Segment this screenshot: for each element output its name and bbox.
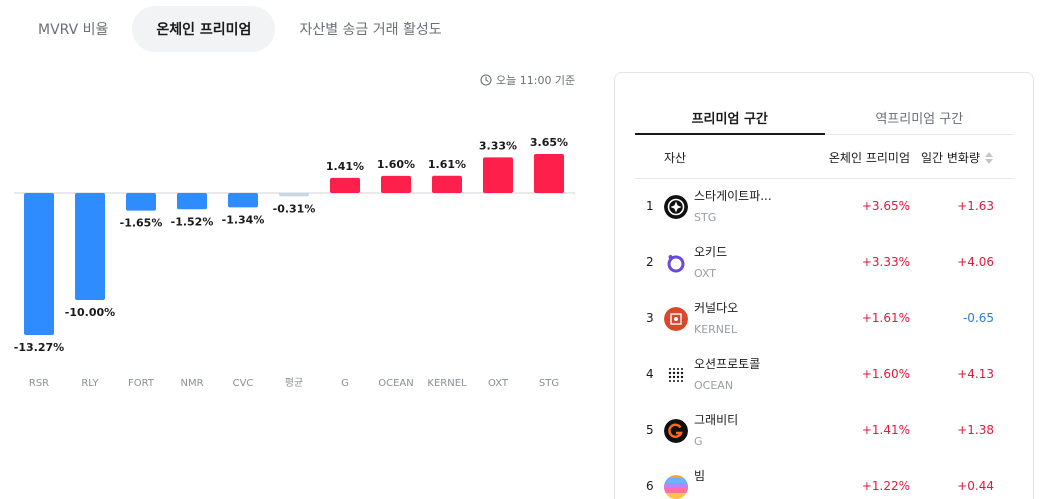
onchain-premium-value: +1.41% [861, 423, 910, 437]
timestamp: 오늘 11:00 기준 [480, 72, 575, 88]
asset-symbol: OXT [694, 267, 717, 280]
timestamp-text: 오늘 11:00 기준 [496, 74, 576, 87]
rank-number: 1 [646, 199, 654, 213]
x-tick-label: NMR [180, 378, 203, 389]
rank-number: 3 [646, 311, 654, 325]
header-daily-change[interactable]: 일간 변화량 [921, 149, 994, 166]
bar-data-label: -1.52% [171, 215, 214, 228]
sort-icon[interactable] [984, 150, 994, 166]
asset-symbol: OCEAN [694, 379, 734, 392]
table-row[interactable]: 3 커널다오 KERNEL +1.61% -0.65 [635, 291, 1014, 347]
asset-name: 커널다오 [694, 301, 739, 315]
table-row[interactable]: 5 그래비티 G +1.41% +1.38 [635, 403, 1014, 459]
tab-transfer-activity[interactable]: 자산별 송금 거래 활성도 [299, 22, 442, 38]
bar-data-label: -1.34% [222, 213, 265, 226]
daily-change-value: +1.63 [957, 199, 994, 213]
panel-tab-bar: 프리미엄 구간 역프리미엄 구간 [635, 101, 1014, 135]
x-tick-label: 평균 [285, 377, 303, 389]
chart-bar[interactable] [228, 193, 258, 208]
bar-data-label: -0.31% [273, 202, 316, 215]
x-tick-label: CVC [233, 378, 254, 389]
header-onchain-premium[interactable]: 온체인 프리미엄 [828, 151, 910, 165]
chart-bar[interactable] [381, 175, 411, 193]
premium-bar-chart: -13.27% RSR -10.00% RLY -1.65% FORT -1.52% NMR -… [14, 136, 575, 389]
x-tick-label: KERNEL [427, 378, 467, 389]
x-tick-label: G [341, 378, 349, 389]
bar-data-label: 1.41% [326, 160, 364, 173]
rank-number: 6 [646, 479, 654, 493]
clock-icon [480, 74, 492, 86]
bar-data-label: -1.65% [120, 217, 163, 230]
tab-onchain-premium[interactable]: 온체인 프리미엄 [132, 6, 276, 52]
daily-change-value: +0.44 [957, 479, 994, 493]
tab-reverse-premium-zone[interactable]: 역프리미엄 구간 [875, 112, 964, 127]
onchain-premium-value: +1.61% [861, 311, 910, 325]
x-tick-label: STG [539, 378, 559, 389]
table-row[interactable]: 4 오션프로토콜 OCEAN +1.60% +4.13 [635, 347, 1014, 403]
asset-name: 그래비티 [694, 413, 739, 427]
tab-premium-zone[interactable]: 프리미엄 구간 [635, 101, 825, 135]
bar-data-label: 1.60% [377, 158, 415, 171]
asset-symbol: STG [694, 211, 717, 224]
chart-bar[interactable] [279, 193, 309, 197]
rank-number: 5 [646, 423, 654, 437]
rank-number: 4 [646, 367, 654, 381]
ranking-panel: 프리미엄 구간 역프리미엄 구간 자산 온체인 프리미엄 일간 변화량 1 스타게… [614, 72, 1034, 499]
daily-change-value: +4.13 [957, 367, 994, 381]
chart-bar[interactable] [432, 175, 462, 193]
bar-data-label: 3.65% [530, 136, 568, 149]
asset-symbol: G [694, 435, 703, 448]
bar-data-label: 1.61% [428, 158, 466, 171]
chart-bar[interactable] [126, 193, 156, 211]
gravity-logo-icon [664, 419, 688, 443]
asset-name: 스타게이트파... [694, 189, 772, 203]
bar-data-label: -10.00% [65, 306, 115, 319]
rank-number: 2 [646, 255, 654, 269]
chart-bar[interactable] [483, 157, 513, 193]
header-asset: 자산 [664, 151, 687, 165]
orchid-logo-icon [664, 251, 688, 275]
table-row[interactable]: 2 오키드 OXT +3.33% +4.06 [635, 235, 1014, 291]
chart-bar[interactable] [534, 153, 564, 193]
stargate-logo-icon [664, 195, 688, 219]
ranking-list: 1 스타게이트파... STG +3.65% +1.63 2 오키드 OXT +3.33% +4.… [635, 179, 1014, 499]
chart-bar[interactable] [24, 193, 54, 335]
onchain-premium-value: +3.65% [861, 199, 910, 213]
tab-mvrv-ratio[interactable]: MVRV 비율 [38, 22, 109, 38]
table-row[interactable]: 6 빔 +1.22% +0.44 [635, 459, 1014, 499]
ocean-logo-icon [664, 363, 688, 387]
daily-change-value: +4.06 [957, 255, 994, 269]
daily-change-value: +1.38 [957, 423, 994, 437]
table-header: 자산 온체인 프리미엄 일간 변화량 [635, 135, 1014, 179]
asset-name: 오션프로토콜 [694, 357, 761, 371]
x-tick-label: RLY [81, 378, 99, 389]
kernel-logo-icon [664, 307, 688, 331]
asset-symbol: KERNEL [694, 323, 738, 336]
bar-data-label: -13.27% [14, 341, 64, 354]
chart-bar[interactable] [75, 193, 105, 300]
chart-bar[interactable] [177, 193, 207, 210]
onchain-premium-value: +1.60% [861, 367, 910, 381]
daily-change-value: -0.65 [962, 311, 994, 325]
table-row[interactable]: 1 스타게이트파... STG +3.65% +1.63 [635, 179, 1014, 235]
top-tab-bar: MVRV 비율 온체인 프리미엄 자산별 송금 거래 활성도 [14, 6, 466, 52]
asset-name: 오키드 [694, 245, 728, 259]
x-tick-label: RSR [29, 378, 49, 389]
x-tick-label: OXT [488, 378, 509, 389]
onchain-premium-value: +1.22% [861, 479, 910, 493]
asset-name: 빔 [694, 469, 706, 483]
x-tick-label: OCEAN [378, 378, 414, 389]
x-tick-label: FORT [128, 378, 155, 389]
chart-bar[interactable] [330, 177, 360, 193]
beam-logo-icon [664, 475, 688, 499]
header-daily-change-label: 일간 변화량 [920, 151, 980, 165]
onchain-premium-value: +3.33% [861, 255, 910, 269]
bar-data-label: 3.33% [479, 139, 517, 152]
